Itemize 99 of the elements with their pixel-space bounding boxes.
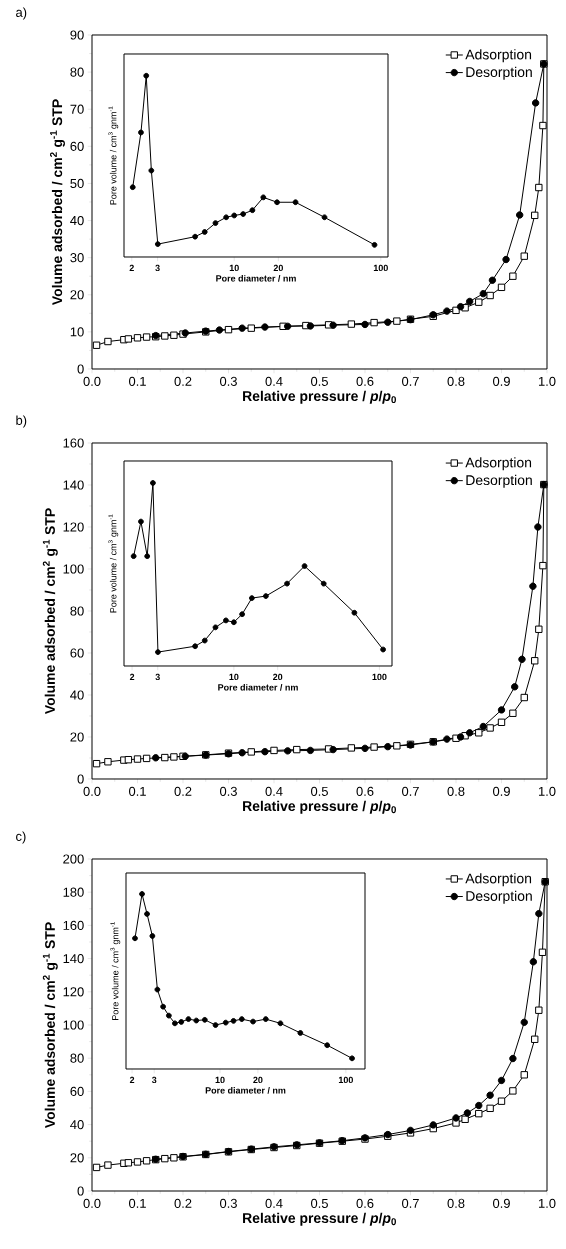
legend-label: Desorption xyxy=(466,474,532,488)
x-tick-label: 0.5 xyxy=(311,1198,328,1208)
y-tick-label: 60 xyxy=(70,141,84,151)
x-tick-label: 20 xyxy=(253,1076,263,1084)
x-tick-label: 0.8 xyxy=(447,376,465,386)
y-tick-label: 60 xyxy=(70,1086,84,1096)
y-tick-label: 10 xyxy=(70,327,84,337)
x-tick-label: 3 xyxy=(155,673,160,681)
y-axis-title: Volume adsorbed / cm$^{2}$ g$^{-1}$ STP xyxy=(42,508,58,715)
x-tick-label: 0.8 xyxy=(447,1198,465,1208)
x-tick-label: 0.1 xyxy=(129,376,146,386)
x-tick-label: 3 xyxy=(155,264,160,272)
x-tick-label: 0.4 xyxy=(265,376,283,386)
x-axis-title: Pore diameter / nm xyxy=(218,683,298,691)
y-tick-label: 40 xyxy=(70,690,84,700)
x-tick-label: 100 xyxy=(338,1076,353,1084)
y-tick-label: 180 xyxy=(63,887,84,897)
chart-title: b) xyxy=(16,415,27,428)
x-tick-label: 0.3 xyxy=(220,786,237,796)
x-tick-label: 0.5 xyxy=(311,786,328,796)
chart-title: c) xyxy=(16,831,26,844)
y-tick-label: 100 xyxy=(63,1020,84,1030)
legend-label: Adsorption xyxy=(465,457,532,471)
x-tick-label: 0.8 xyxy=(447,786,465,796)
x-tick-label: 2 xyxy=(129,264,134,272)
x-tick-label: 10 xyxy=(229,264,239,272)
y-tick-label: 40 xyxy=(70,1120,84,1130)
x-tick-label: 0.6 xyxy=(356,376,374,386)
y-axis-title: Pore volume / cm$^{3}$ gnm$^{-1}$ xyxy=(110,922,121,1020)
legend-label: Desorption xyxy=(466,890,532,904)
x-tick-label: 0.1 xyxy=(129,1198,146,1208)
y-tick-label: 80 xyxy=(70,606,84,616)
chart-title: a) xyxy=(16,7,27,20)
y-tick-label: 140 xyxy=(63,954,84,964)
x-tick-label: 0.7 xyxy=(402,786,419,796)
x-tick-label: 10 xyxy=(229,673,239,681)
x-axis-title: Pore diameter / nm xyxy=(216,274,296,282)
x-tick-label: 20 xyxy=(273,264,283,272)
x-axis-title: Pore diameter / nm xyxy=(205,1086,286,1094)
y-tick-label: 120 xyxy=(63,522,84,532)
x-tick-label: 0.9 xyxy=(493,376,510,386)
y-tick-label: 0 xyxy=(77,364,84,374)
x-tick-label: 100 xyxy=(372,673,387,681)
x-tick-label: 0.4 xyxy=(265,786,283,796)
y-tick-label: 0 xyxy=(77,1186,84,1196)
legend-label: Desorption xyxy=(466,66,532,80)
y-tick-label: 0 xyxy=(77,774,84,784)
y-tick-label: 70 xyxy=(70,104,84,114)
x-tick-label: 0.1 xyxy=(129,786,146,796)
legend-label: Adsorption xyxy=(465,873,532,887)
y-tick-label: 100 xyxy=(63,564,84,574)
y-axis-title: Volume adsorbed / cm$^{2}$ g$^{-1}$ STP xyxy=(42,922,58,1129)
y-tick-label: 20 xyxy=(70,1153,84,1163)
y-tick-label: 30 xyxy=(70,253,84,263)
legend-label: Adsorption xyxy=(465,49,532,63)
y-axis-title: Volume adsorbed / cm$^{2}$ g$^{-1}$ STP xyxy=(50,99,65,306)
x-axis-title: Relative pressure / p/p$_{0}$ xyxy=(243,800,396,814)
x-axis-title: Relative pressure / p/p$_{0}$ xyxy=(243,1212,396,1226)
y-tick-label: 160 xyxy=(63,438,84,448)
x-tick-label: 0.2 xyxy=(174,786,192,796)
x-tick-label: 10 xyxy=(215,1076,225,1084)
x-tick-label: 0.9 xyxy=(493,1198,510,1208)
x-tick-label: 0.0 xyxy=(83,1198,101,1208)
y-tick-label: 20 xyxy=(70,732,84,742)
x-tick-label: 0.0 xyxy=(83,376,101,386)
x-tick-label: 1.0 xyxy=(538,786,556,796)
x-tick-label: 0.7 xyxy=(402,376,419,386)
y-tick-label: 50 xyxy=(70,178,84,189)
x-tick-label: 0.6 xyxy=(356,1198,374,1208)
y-tick-label: 140 xyxy=(63,480,84,490)
y-axis-title: Pore volume / cm$^{3}$ gnm$^{-1}$ xyxy=(108,514,119,613)
x-tick-label: 1.0 xyxy=(538,1198,556,1208)
y-tick-label: 80 xyxy=(70,67,84,77)
y-tick-label: 120 xyxy=(63,987,84,997)
x-tick-label: 0.2 xyxy=(174,1198,192,1208)
y-tick-label: 200 xyxy=(63,854,84,864)
x-tick-label: 0.3 xyxy=(220,1198,237,1208)
y-tick-label: 90 xyxy=(70,30,84,40)
x-tick-label: 0.2 xyxy=(174,376,192,386)
y-tick-label: 20 xyxy=(70,290,84,300)
x-tick-label: 20 xyxy=(272,673,283,681)
y-tick-label: 80 xyxy=(70,1053,84,1063)
y-tick-label: 60 xyxy=(70,648,84,658)
x-tick-label: 100 xyxy=(373,264,388,272)
x-tick-label: 0.4 xyxy=(265,1198,283,1208)
x-axis-title: Relative pressure / p/p$_{0}$ xyxy=(243,390,396,404)
y-axis-title: Pore volume / cm$^{3}$ gnm$^{-1}$ xyxy=(108,106,119,205)
y-tick-label: 160 xyxy=(63,920,84,930)
x-tick-label: 2 xyxy=(129,673,135,681)
x-tick-label: 2 xyxy=(129,1076,135,1084)
x-tick-label: 1.0 xyxy=(538,376,556,386)
x-tick-label: 0.7 xyxy=(402,1198,419,1208)
x-tick-label: 0.0 xyxy=(83,786,101,796)
x-tick-label: 0.3 xyxy=(220,376,237,386)
x-tick-label: 3 xyxy=(151,1076,157,1084)
y-tick-label: 40 xyxy=(70,215,84,226)
x-tick-label: 0.6 xyxy=(356,786,374,796)
x-tick-label: 0.9 xyxy=(493,786,510,796)
x-tick-label: 0.5 xyxy=(311,376,328,386)
